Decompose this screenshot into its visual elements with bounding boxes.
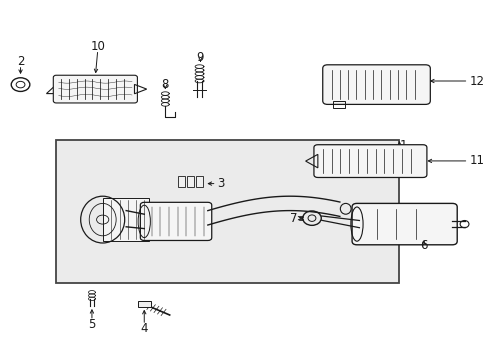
Bar [178, 176, 185, 187]
Text: 3: 3 [217, 177, 224, 190]
Text: 10: 10 [90, 40, 105, 53]
FancyBboxPatch shape [53, 75, 137, 103]
Bar [138, 301, 150, 307]
Text: 4: 4 [140, 322, 148, 335]
Bar [187, 176, 194, 187]
Text: 11: 11 [468, 154, 484, 167]
Text: 9: 9 [196, 51, 204, 64]
Text: 6: 6 [419, 239, 427, 252]
FancyBboxPatch shape [351, 203, 456, 245]
FancyBboxPatch shape [313, 145, 426, 177]
Text: 5: 5 [88, 318, 96, 330]
Bar [56, 140, 398, 283]
Text: 8: 8 [161, 78, 169, 91]
FancyBboxPatch shape [140, 202, 211, 240]
Text: 7: 7 [289, 212, 297, 225]
FancyBboxPatch shape [322, 65, 429, 104]
Text: 1: 1 [399, 139, 406, 152]
Text: 2: 2 [17, 55, 24, 68]
Text: 12: 12 [468, 75, 484, 87]
Bar [196, 176, 203, 187]
Bar [102, 198, 149, 241]
